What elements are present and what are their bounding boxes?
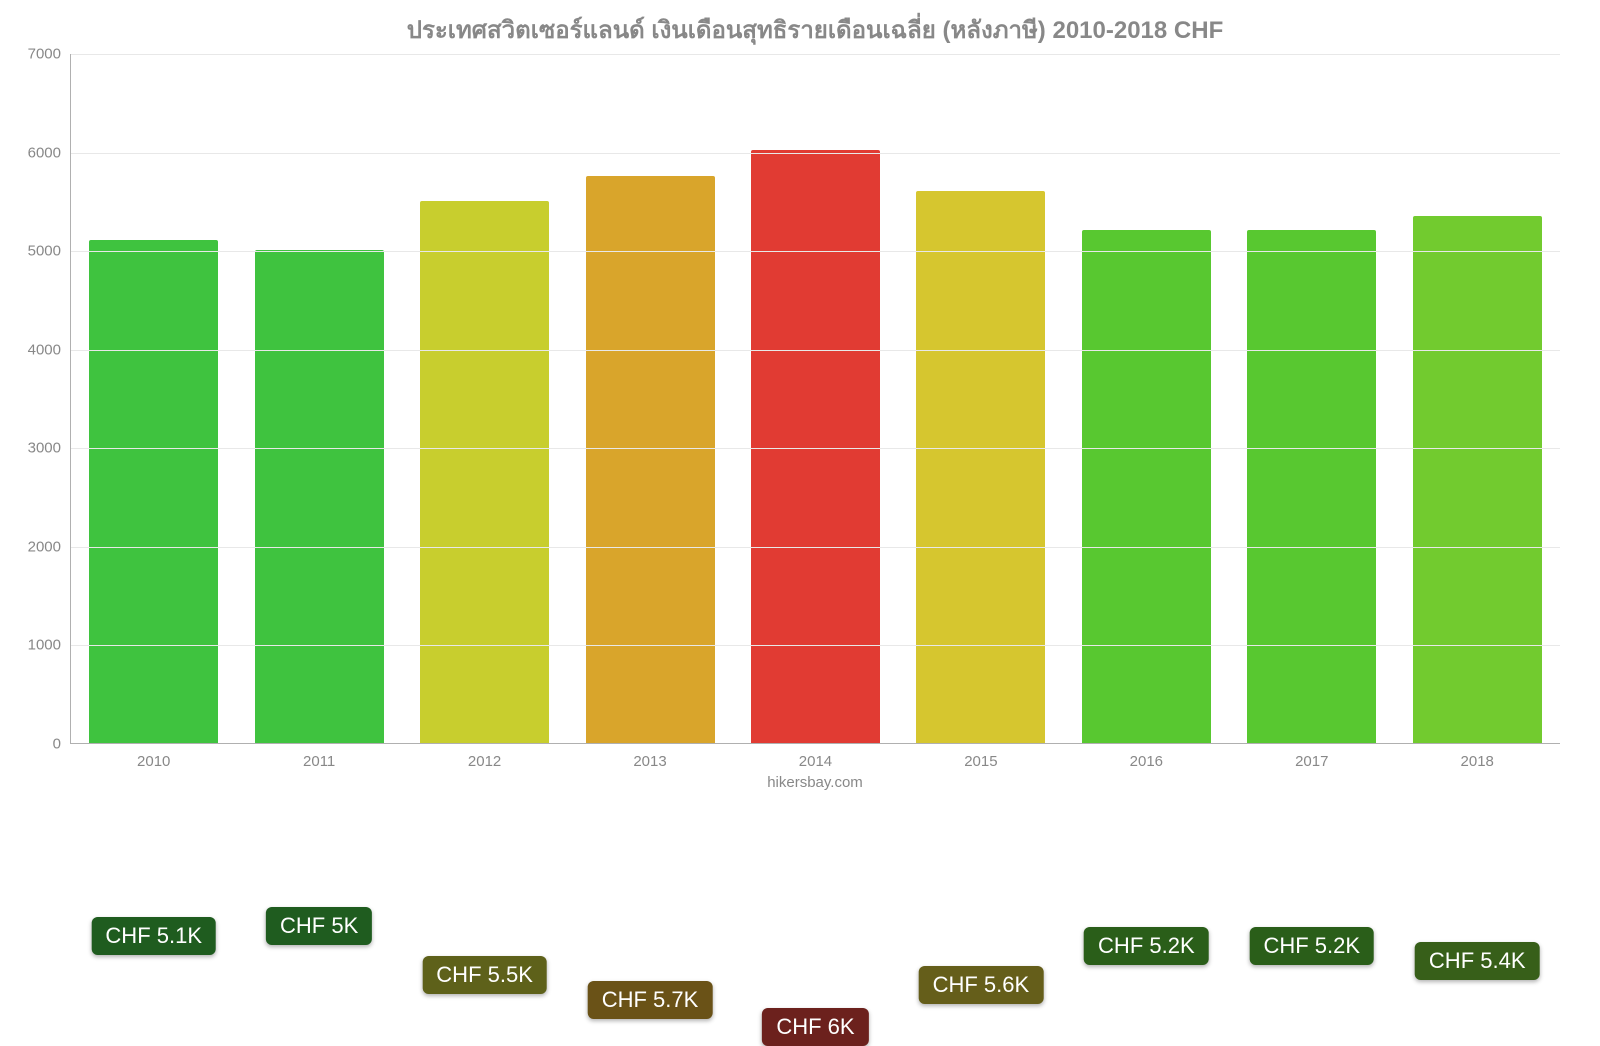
bar-slot: CHF 5.4K2018	[1395, 54, 1560, 743]
y-tick-label: 2000	[21, 538, 61, 555]
chart-footer: hikersbay.com	[70, 774, 1560, 791]
bar-slot: CHF 5.5K2012	[402, 54, 567, 743]
bar: CHF 5.1K	[89, 240, 218, 743]
bar-data-label: CHF 5.2K	[1084, 927, 1209, 965]
bar: CHF 5.7K	[586, 176, 715, 743]
bar-data-label: CHF 5.6K	[919, 966, 1044, 1004]
bars-group: CHF 5.1K2010CHF 5K2011CHF 5.5K2012CHF 5.…	[71, 54, 1560, 743]
y-tick-label: 1000	[21, 637, 61, 654]
bar-data-label: CHF 5.7K	[588, 981, 713, 1019]
gridline	[71, 251, 1560, 252]
plot-area: CHF 5.1K2010CHF 5K2011CHF 5.5K2012CHF 5.…	[70, 54, 1560, 744]
gridline	[71, 547, 1560, 548]
x-tick-label: 2011	[303, 753, 335, 770]
bar-slot: CHF 5.7K2013	[567, 54, 732, 743]
bar-data-label: CHF 5.4K	[1415, 942, 1540, 980]
bar-data-label: CHF 5.2K	[1249, 927, 1374, 965]
x-tick-label: 2018	[1461, 753, 1494, 770]
bar-data-label: CHF 5.5K	[422, 956, 547, 994]
bar-slot: CHF 6K2014	[733, 54, 898, 743]
y-tick-label: 5000	[21, 243, 61, 260]
x-tick-label: 2016	[1130, 753, 1163, 770]
bar-slot: CHF 5.2K2016	[1064, 54, 1229, 743]
gridline	[71, 448, 1560, 449]
gridline	[71, 350, 1560, 351]
bar: CHF 5K	[255, 250, 384, 743]
y-tick-label: 4000	[21, 341, 61, 358]
x-tick-label: 2010	[137, 753, 170, 770]
bar: CHF 5.2K	[1247, 230, 1376, 743]
y-tick-label: 3000	[21, 440, 61, 457]
bar-data-label: CHF 5.1K	[91, 917, 216, 955]
y-tick-label: 0	[21, 736, 61, 753]
gridline	[71, 153, 1560, 154]
bar-slot: CHF 5.1K2010	[71, 54, 236, 743]
bar: CHF 5.5K	[420, 201, 549, 743]
bar-data-label: CHF 6K	[762, 1008, 868, 1046]
bar: CHF 5.4K	[1413, 216, 1542, 743]
gridline	[71, 645, 1560, 646]
bar: CHF 5.2K	[1082, 230, 1211, 743]
gridline	[71, 54, 1560, 55]
bar: CHF 6K	[751, 150, 880, 743]
bar-slot: CHF 5.6K2015	[898, 54, 1063, 743]
y-tick-label: 6000	[21, 144, 61, 161]
bar-data-label: CHF 5K	[266, 907, 372, 945]
x-tick-label: 2014	[799, 753, 832, 770]
bar-slot: CHF 5.2K2017	[1229, 54, 1394, 743]
x-tick-label: 2015	[964, 753, 997, 770]
chart-title: ประเทศสวิตเซอร์แลนด์ เงินเดือนสุทธิรายเด…	[70, 10, 1560, 49]
x-tick-label: 2013	[633, 753, 666, 770]
x-tick-label: 2012	[468, 753, 501, 770]
y-tick-label: 7000	[21, 46, 61, 63]
x-tick-label: 2017	[1295, 753, 1328, 770]
bar-slot: CHF 5K2011	[236, 54, 401, 743]
bar: CHF 5.6K	[916, 191, 1045, 743]
chart-container: ประเทศสวิตเซอร์แลนด์ เงินเดือนสุทธิรายเด…	[0, 0, 1600, 800]
